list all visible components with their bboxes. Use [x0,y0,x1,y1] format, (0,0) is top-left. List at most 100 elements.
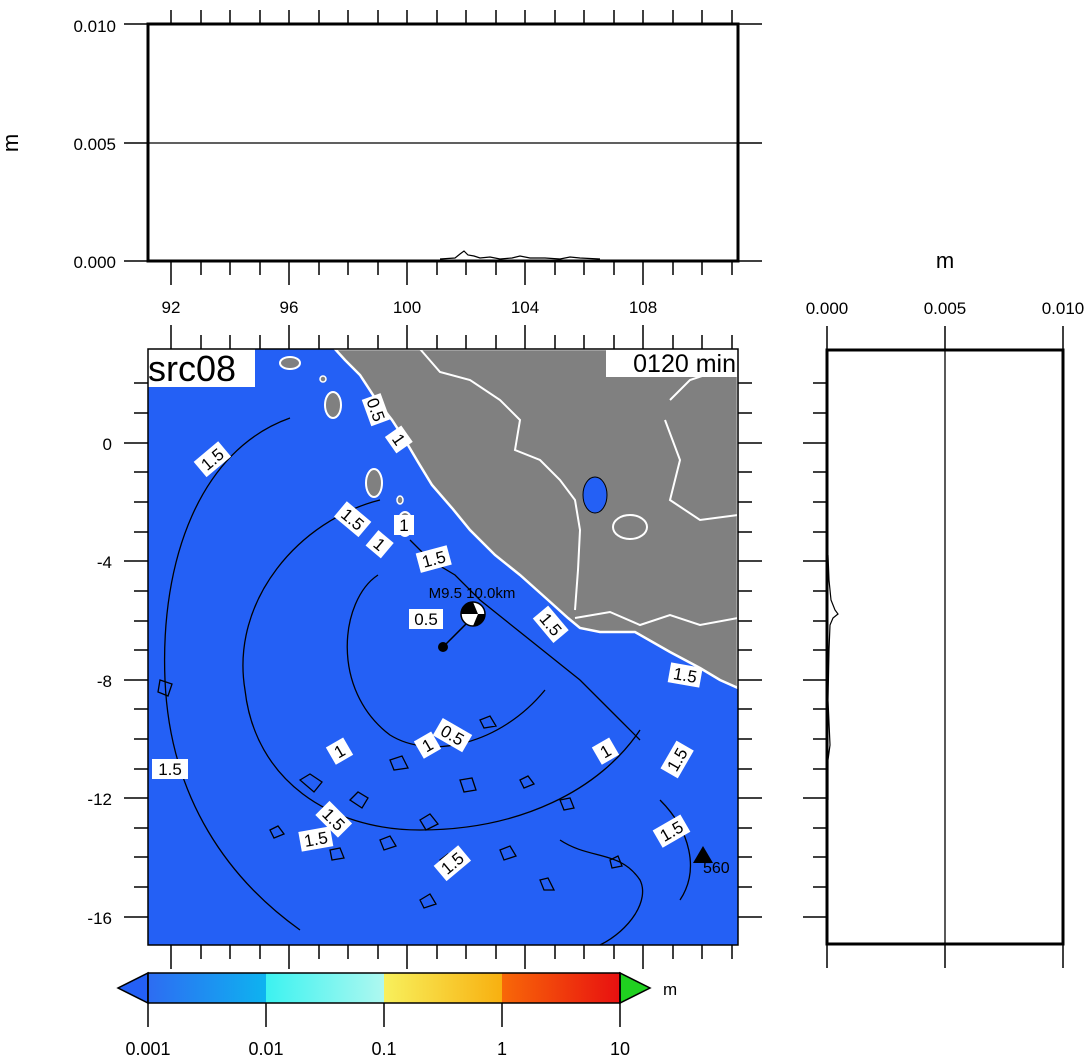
top-y-tick-marks [124,23,762,262]
colorbar-tick-label: 0.01 [248,1039,283,1059]
map-panel: 0 -4 -8 -12 -16 [87,325,762,969]
contour-label: 1.5 [158,760,182,779]
epicenter-label: M9.5 10.0km [429,585,516,602]
contour-1 [242,499,641,831]
colorbar-segment [384,973,502,1003]
island [279,356,301,370]
map-side-ticks [124,382,762,918]
map-title-bg [148,349,255,387]
island [396,495,404,505]
right-frame [825,348,1065,946]
contour-label-bg [315,800,353,838]
top-y-tick: 0.010 [73,17,116,36]
contour-ridge [409,539,641,741]
colorbar-ticks [147,973,621,1027]
right-x-unit: m [936,248,954,273]
contour-south [559,839,644,945]
time-label: 0120 min [633,350,736,378]
epicenter-marker: M9.5 10.0km [429,585,516,652]
colorbar-tick-label: 0.001 [125,1039,170,1059]
contour-label-bg [413,731,442,759]
beachball-compression [473,614,485,626]
lake-outline [612,514,648,540]
contour-label-bg [361,393,391,427]
map-frame [147,348,739,946]
colorbar-tick-label: 1 [497,1039,507,1059]
map-bottom-ticks [170,945,733,969]
top-x-tick: 104 [511,298,539,317]
station-label: 560 [703,860,730,877]
contour-label-bg [591,737,620,765]
beachball-compression [461,602,478,614]
colorbar-segment [148,973,266,1003]
right-x-tick-marks [826,326,1064,968]
map-title: src08 [148,348,236,389]
contour-small-cells [269,715,623,909]
right-profile-curve [827,554,839,800]
land-border [574,610,738,627]
contour-label-bg [660,740,694,779]
contour-label-bg [325,737,354,765]
right-x-tick: 0.000 [806,299,849,318]
colorbar: m 0.001 0.01 0.1 1 10 [116,971,677,1059]
colorbar-under-arrow [116,971,149,1005]
contour-label-bg [152,759,188,779]
island [319,375,327,383]
top-frame [146,22,740,263]
colorbar-tick-label: 0.1 [371,1039,396,1059]
right-y-tick-marks [803,382,827,918]
colorbar-segment [502,973,620,1003]
right-profile-panel: m 0.000 0.005 0.010 [803,248,1084,968]
contour-label: 1.5 [303,828,330,851]
right-x-tick: 0.010 [1042,299,1085,318]
top-x-tick: 96 [280,298,299,317]
map-top-ticks [170,325,733,349]
lat-tick: -12 [87,790,112,809]
contour-label-bg [652,814,691,848]
contour-label-bg [384,425,413,454]
contour-0-5 [346,574,546,748]
top-y-tick: 0.005 [73,135,116,154]
top-x-outside-ticks [170,10,733,24]
top-y-unit: m [0,134,23,152]
colorbar-unit: m [663,980,677,999]
right-x-tick: 0.005 [924,299,967,318]
top-x-tick: 100 [393,298,421,317]
colorbar-over-arrow [619,971,652,1005]
contour-label-bg [433,845,472,882]
contour-label-bg [365,530,394,559]
top-x-bottom-ticks [170,261,733,285]
contour-label-bg [532,605,569,644]
station-triangle-icon [693,846,713,863]
lat-tick: -4 [97,553,112,572]
contour-label-bg [667,662,703,688]
time-label-bg [606,349,738,377]
colorbar-tick-label: 10 [610,1039,630,1059]
lake [582,476,608,514]
top-y-tick: 0.000 [73,253,116,272]
contour-label-bg [193,441,232,478]
contour-label-bg [415,545,452,573]
wave-height-contours [154,417,692,945]
contour-label-bg [432,717,473,753]
lat-tick: -16 [87,909,112,928]
top-profile-curve [439,250,601,260]
top-x-tick: 92 [162,298,181,317]
land-border [419,349,582,611]
top-x-tick: 108 [629,298,657,317]
island [365,468,383,498]
contour-label-bg [333,501,372,538]
epicenter-dot [438,642,448,652]
contour-label-bg [394,515,414,535]
top-profile-panel: m 0.010 0.005 0.000 [0,10,762,317]
contour-1-5 [163,417,692,931]
lat-tick: -8 [97,672,112,691]
contour-label: 0.5 [414,610,438,629]
colorbar-segment [266,973,384,1003]
contour-label: 1 [399,516,408,535]
contour-label-bg [298,826,334,852]
lat-tick: 0 [103,435,112,454]
contour-label: 1.5 [672,664,699,687]
contour-label-bg [409,609,443,629]
